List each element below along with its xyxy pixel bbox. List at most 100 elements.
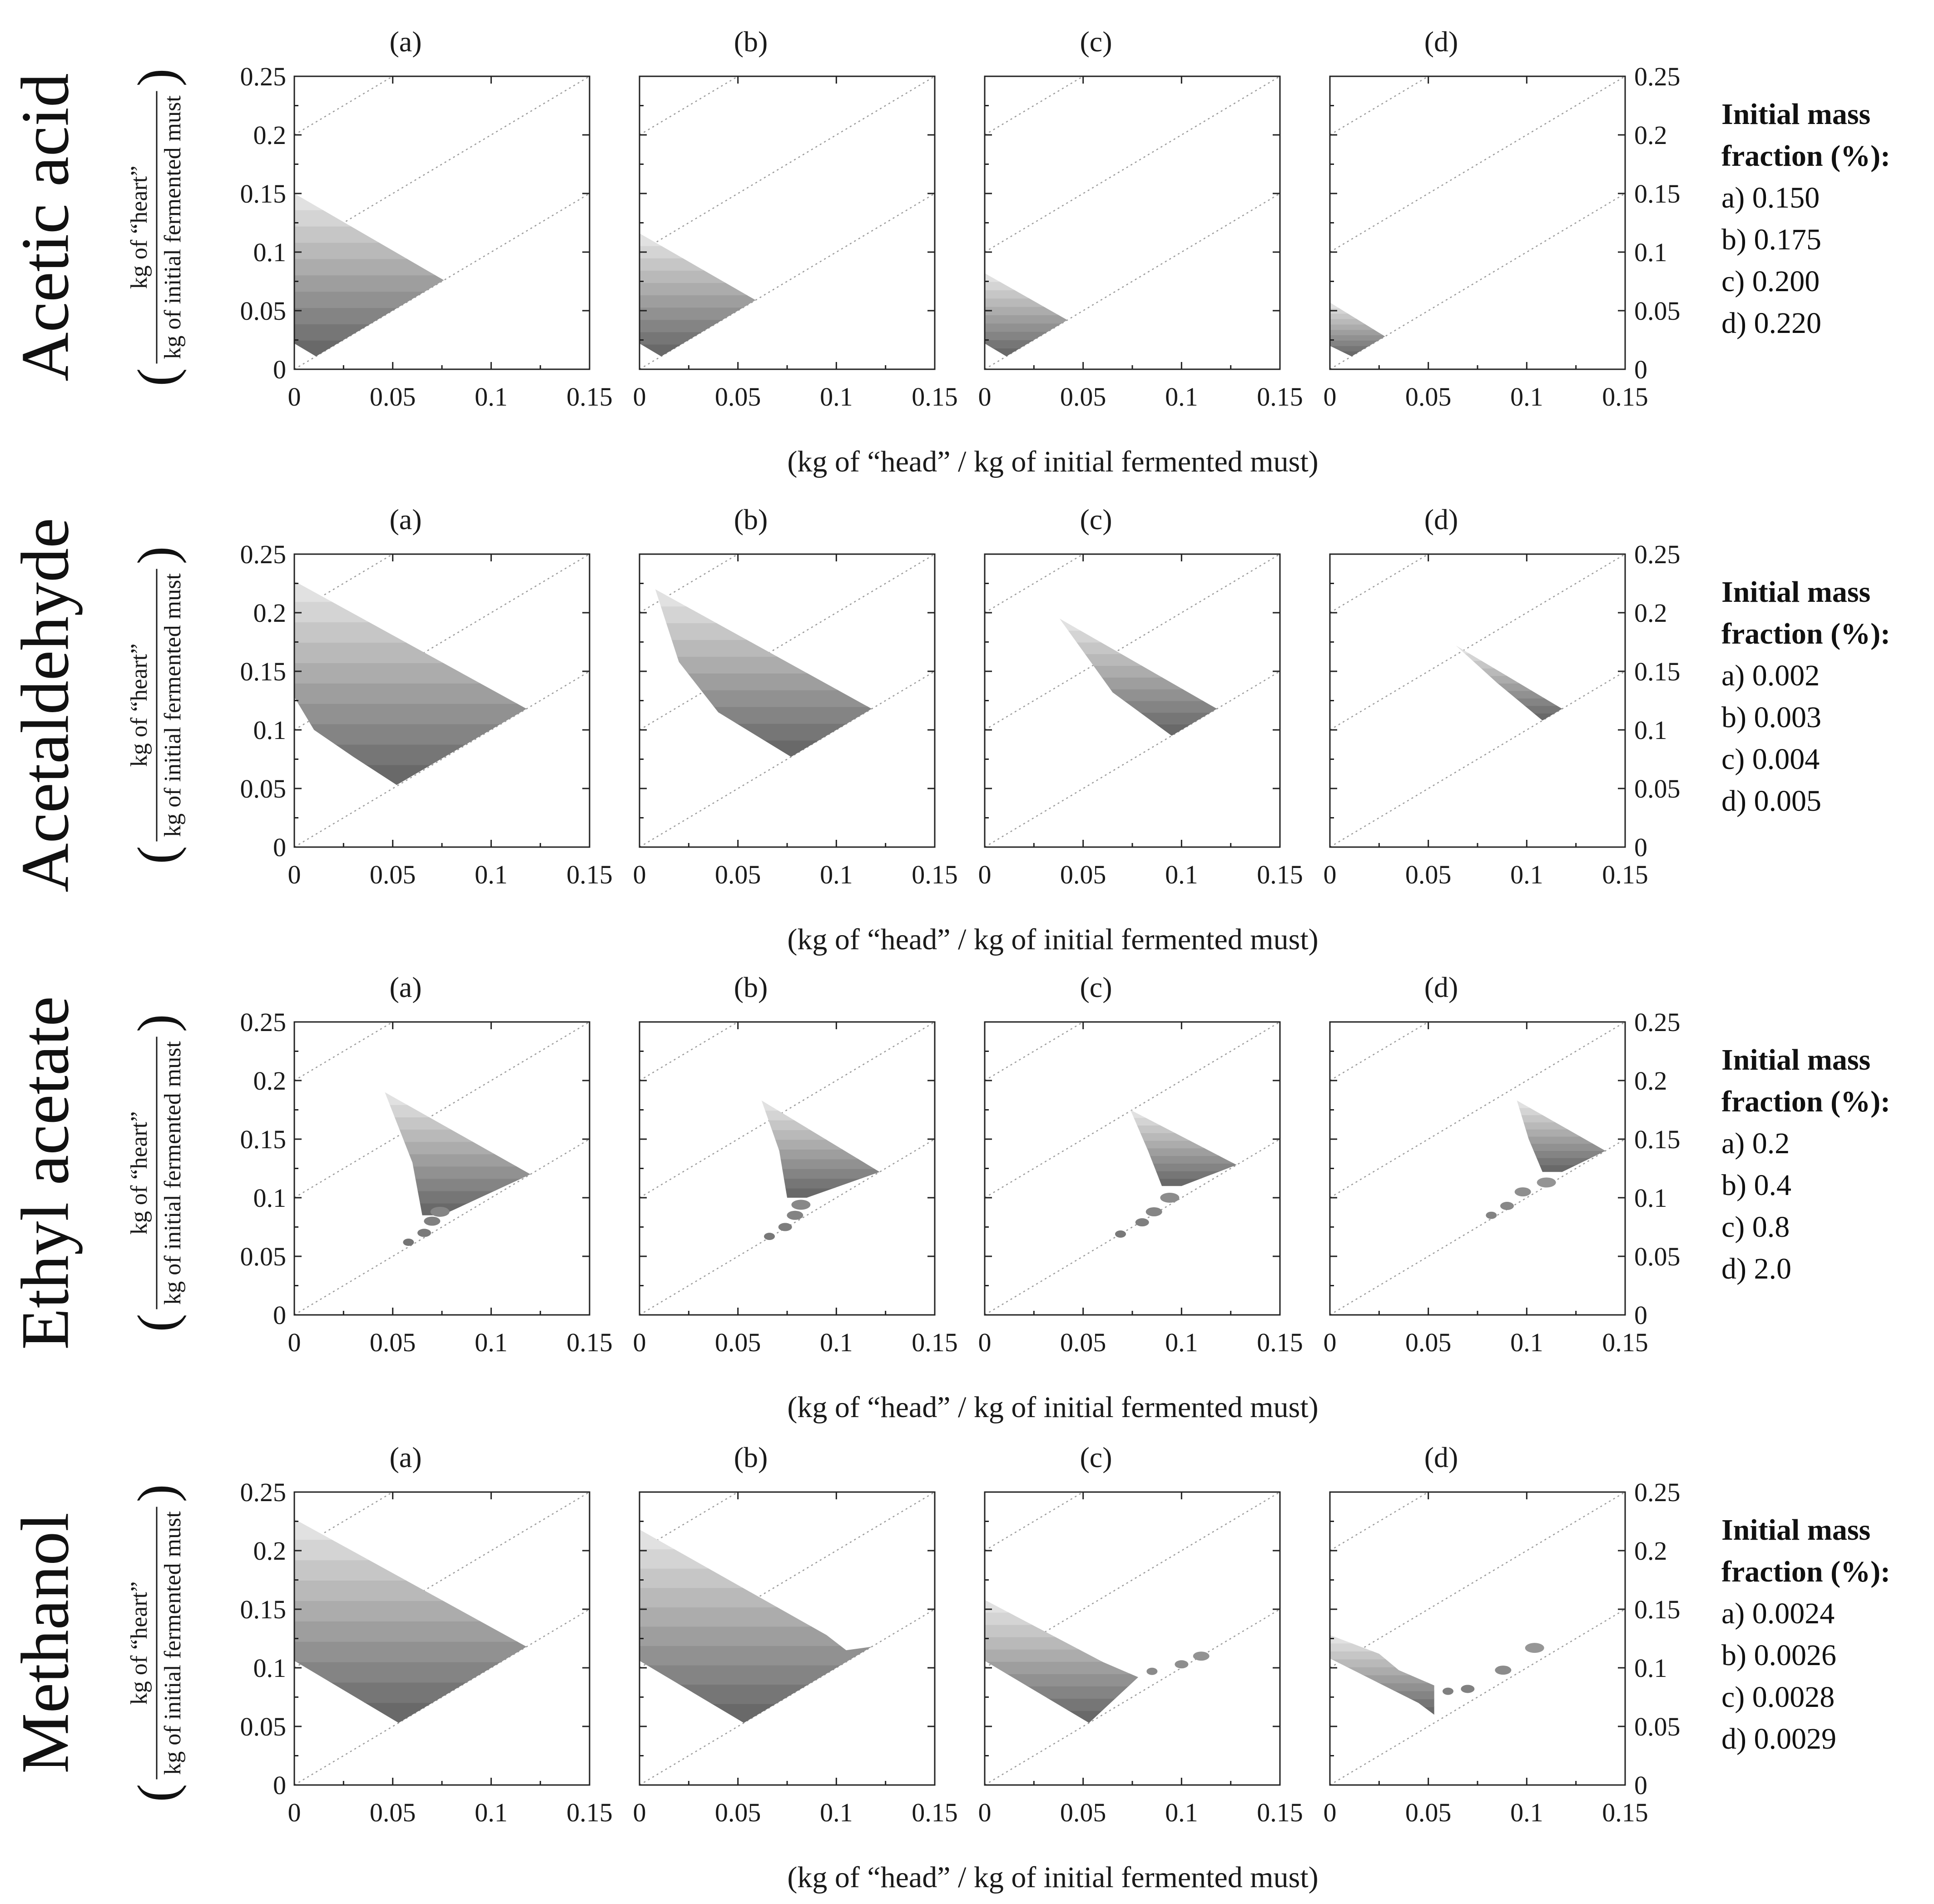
shade-band [985,1611,1138,1625]
shade-band [640,1664,872,1685]
feasible-region [1330,302,1385,357]
x-tick-label: 0.15 [1602,1328,1648,1357]
x-axis-title: (kg of “head” / kg of initial fermented … [787,923,1318,956]
y-tick-label-right: 0.2 [1634,1066,1667,1096]
legend-item: c) 0.8 [1721,1210,1790,1244]
x-tick-label: 0.05 [1060,382,1106,412]
shade-band [640,1626,872,1646]
shade-band [640,233,756,246]
panel-label: (a) [389,971,422,1003]
shade-band [385,1116,531,1130]
legend-item: c) 0.200 [1721,265,1820,298]
shade-band [1330,1658,1434,1667]
y-tick-label-right: 0.15 [1634,179,1681,208]
shade-band [985,1698,1138,1711]
shade-band [385,1104,531,1117]
shade-band [294,1681,527,1703]
paren-left: ( [126,368,187,387]
y-tick-label: 0.1 [253,715,287,745]
shade-band [985,1600,1138,1613]
shade-band [640,245,756,258]
region-blob [1146,1667,1158,1675]
compound-label: Acetaldehyde [7,518,83,892]
shade-band [294,1702,527,1723]
legend-title: Initial mass [1721,1043,1870,1076]
shade-band [294,662,527,684]
x-tick-label: 0.1 [820,860,853,889]
y-tick-label-right: 0.05 [1634,1712,1681,1741]
legend-item: a) 0.002 [1721,659,1820,692]
legend-item: b) 0.4 [1721,1169,1791,1202]
ylabel-fraction: kg of “heart” kg of initial fermented mus… [126,69,187,387]
x-tick-label: 0.15 [566,382,613,412]
y-tick-label-right: 0.1 [1634,238,1667,267]
region-blob [1486,1211,1497,1219]
shade-band [1330,1666,1434,1676]
y-tick-label: 0 [273,355,286,384]
panel-label: (b) [734,503,768,536]
x-tick-label: 0.05 [1060,1798,1106,1827]
shade-band [1130,1147,1237,1156]
x-tick-label: 0.1 [475,860,508,889]
ylabel-denominator: kg of initial fermented must [160,95,186,359]
shade-band [294,1519,527,1540]
compound-label: Methanol [7,1512,83,1774]
shade-band [655,706,872,724]
shade-band [294,1620,527,1642]
shade-band [1130,1132,1237,1141]
shade-band [1059,700,1217,713]
shade-band [1456,660,1562,669]
shade-band [1456,667,1562,676]
ylabel-numerator: kg of “heart” [126,644,152,767]
x-tick-label: 0.1 [1510,1328,1543,1357]
y-tick-label: 0 [273,1770,286,1800]
shade-band [985,331,1067,340]
x-tick-label: 0.05 [370,860,416,889]
shade-band [1330,318,1385,325]
x-tick-label: 0.15 [912,860,958,889]
region-blob [1146,1207,1162,1216]
y-tick-label-right: 0.1 [1634,1183,1667,1213]
feasible-region [1059,618,1217,736]
guide-line [294,1608,590,1785]
shade-band [655,605,872,624]
panel-label: (b) [734,971,768,1003]
y-tick-label: 0.05 [240,1242,287,1271]
ylabel-numerator: kg of “heart” [126,1111,152,1235]
guide-line [985,670,1280,847]
shade-band [655,689,872,707]
y-tick-label-right: 0 [1634,355,1647,384]
y-tick-label: 0.1 [253,1183,287,1213]
legend-item: d) 2.0 [1721,1252,1791,1285]
shade-band [1330,1690,1434,1700]
feasible-region [1330,1635,1434,1715]
x-tick-label: 0.1 [1165,860,1198,889]
region-blob [1500,1202,1514,1210]
y-tick-label-right: 0.15 [1634,1595,1681,1624]
x-tick-label: 0.15 [912,1798,958,1827]
legend-item: b) 0.0026 [1721,1639,1836,1672]
guide-line [985,554,1280,731]
x-tick-label: 0.05 [715,1798,761,1827]
x-tick-label: 0.15 [566,1798,613,1827]
shade-band [1456,690,1562,699]
x-tick-label: 0.1 [1510,1798,1543,1827]
shade-band [1330,312,1385,319]
y-tick-label: 0.1 [253,238,287,267]
x-tick-label: 0 [288,382,301,412]
shade-band [640,1684,872,1704]
y-tick-label-right: 0.1 [1634,715,1667,745]
y-tick-label-right: 0.1 [1634,1653,1667,1683]
shade-band [1517,1128,1606,1137]
guide-line [985,1138,1280,1315]
feasible-region [1456,645,1562,721]
ylabel-numerator: kg of “heart” [126,1582,152,1705]
x-tick-label: 0.15 [1257,1328,1303,1357]
shade-band [761,1148,880,1160]
shade-band [655,622,872,640]
x-tick-label: 0.05 [1405,382,1452,412]
y-tick-label-right: 0.25 [1634,1007,1681,1037]
plot-frame [984,1021,1281,1316]
x-tick-label: 0.15 [566,1328,613,1357]
y-tick-label: 0.2 [253,1536,287,1566]
